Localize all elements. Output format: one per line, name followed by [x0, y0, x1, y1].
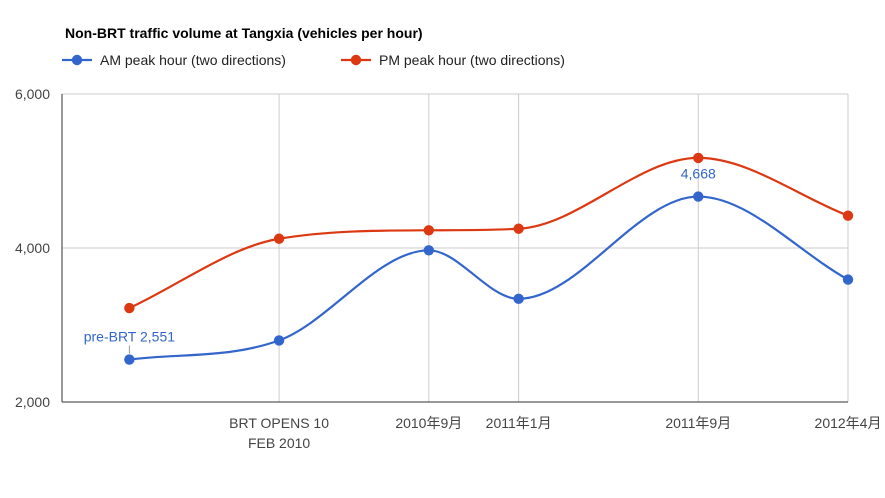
- data-point-pm[interactable]: [423, 225, 434, 236]
- x-tick-label: BRT OPENS 10 FEB 2010: [229, 415, 329, 451]
- y-tick-label: 6,000: [15, 86, 50, 102]
- legend-marker-am: [71, 54, 83, 66]
- x-tick-label-line: 2010年9月: [395, 415, 462, 431]
- x-tick-label-line: 2011年9月: [665, 415, 731, 431]
- x-tick-label: 2010年9月: [395, 415, 462, 431]
- x-tick-label-line: 2011年1月: [486, 415, 552, 431]
- data-point-am[interactable]: [124, 354, 135, 365]
- y-tick-label: 4,000: [15, 240, 50, 256]
- data-point-pm[interactable]: [513, 223, 524, 234]
- data-point-pm[interactable]: [693, 152, 704, 164]
- data-point-pm[interactable]: [124, 302, 135, 314]
- series-line-pm: [128, 156, 849, 310]
- annotation-label: 4,668: [681, 166, 716, 182]
- x-tick-label: 2011年1月: [486, 415, 552, 431]
- data-point-am[interactable]: [513, 293, 524, 305]
- axes: [61, 94, 848, 403]
- x-tick-label: 2012年4月: [815, 415, 882, 431]
- annotation-label: pre-BRT 2,551: [84, 329, 176, 345]
- data-point-am[interactable]: [842, 274, 854, 285]
- series-lines: [128, 156, 849, 361]
- legend[interactable]: AM peak hour (two directions) PM peak hou…: [62, 52, 565, 68]
- legend-label-pm[interactable]: PM peak hour (two directions): [379, 52, 565, 68]
- y-axis-ticks: 2,000 4,000 6,000: [15, 86, 50, 410]
- data-point-pm[interactable]: [273, 233, 285, 244]
- legend-label-am[interactable]: AM peak hour (two directions): [100, 52, 286, 68]
- x-tick-label-line: FEB 2010: [248, 435, 310, 451]
- legend-marker-pm: [350, 54, 362, 66]
- annotations: pre-BRT 2,551 4,668: [84, 166, 716, 354]
- series-line-am: [129, 195, 849, 361]
- data-point-am[interactable]: [273, 335, 285, 346]
- x-axis-ticks: BRT OPENS 10 FEB 2010 2010年9月 2011年1月 2011年9…: [229, 415, 881, 451]
- chart-title: Non-BRT traffic volume at Tangxia (vehic…: [65, 25, 423, 41]
- data-point-am[interactable]: [423, 245, 434, 256]
- x-tick-label-line: 2012年4月: [815, 415, 882, 431]
- series-points[interactable]: [124, 152, 854, 365]
- x-tick-label: 2011年9月: [665, 415, 731, 431]
- x-tick-label-line: BRT OPENS 10: [229, 415, 329, 431]
- y-tick-label: 2,000: [15, 394, 50, 410]
- data-point-pm[interactable]: [842, 210, 854, 221]
- data-point-am[interactable]: [693, 191, 704, 202]
